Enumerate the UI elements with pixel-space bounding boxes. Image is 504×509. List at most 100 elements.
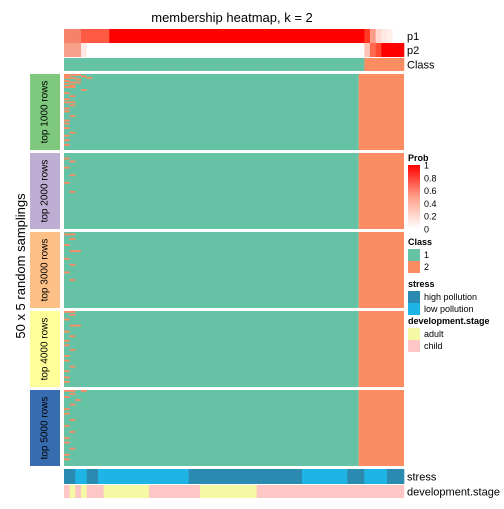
- annotation-p2-cell: [92, 43, 99, 57]
- annotation-p2-cell: [149, 43, 155, 57]
- membership-cell: [69, 314, 76, 316]
- membership-cell: [64, 424, 70, 427]
- annotation-p2-cell: [154, 43, 161, 57]
- membership-cell: [81, 390, 87, 392]
- annotation-stress-cell: [81, 469, 87, 484]
- annotation-p1-cell: [183, 29, 189, 43]
- annotation-p2-cell: [115, 43, 121, 57]
- annotation-p1-cell: [132, 29, 138, 43]
- annotation-development-stage-cell: [336, 485, 342, 498]
- annotation-p2-label: p2: [407, 45, 419, 57]
- annotation-stress-cell: [211, 469, 218, 484]
- annotation-p1-cell: [336, 29, 342, 43]
- membership-cell: [64, 396, 70, 398]
- annotation-stress-cell: [126, 469, 133, 484]
- class2-block: [358, 311, 404, 387]
- annotation-stress-cell: [149, 469, 155, 484]
- annotation-class-cell: [234, 58, 240, 71]
- annotation-stress-cell: [177, 469, 184, 484]
- annotation-stress-cell: [381, 469, 388, 484]
- membership-cell: [69, 403, 76, 406]
- annotation-class-cell: [109, 58, 116, 71]
- membership-cell: [81, 89, 87, 92]
- legend-development-stage-swatch: [408, 328, 420, 340]
- membership-cell: [64, 355, 70, 357]
- membership-cell: [296, 113, 308, 116]
- annotation-p1-cell: [273, 29, 280, 43]
- annotation-class-cell: [245, 58, 252, 71]
- membership-cell: [69, 95, 76, 98]
- annotation-p2-cell: [200, 43, 206, 57]
- annotation-class-cell: [64, 58, 70, 71]
- membership-cell: [64, 101, 76, 104]
- annotation-class-cell: [194, 58, 201, 71]
- annotation-development-stage-cell: [285, 485, 291, 498]
- annotation-development-stage-cell: [268, 485, 274, 498]
- annotation-stress-cell: [234, 469, 240, 484]
- legend-class-swatch: [408, 261, 420, 273]
- annotation-stress-cell: [256, 469, 263, 484]
- membership-cell: [307, 122, 319, 125]
- annotation-stress-cell: [279, 469, 286, 484]
- membership-cell: [69, 131, 76, 134]
- annotation-p1-cell: [370, 29, 376, 43]
- annotation-p2-cell: [177, 43, 184, 57]
- membership-cell: [307, 204, 314, 207]
- membership-cell: [69, 238, 76, 240]
- annotation-p2-cell: [103, 43, 110, 57]
- annotation-p2-cell: [398, 43, 405, 57]
- annotation-class-cell: [171, 58, 178, 71]
- annotation-p1-cell: [149, 29, 155, 43]
- annotation-development-stage-cell: [239, 485, 246, 498]
- annotation-p1-cell: [217, 29, 223, 43]
- annotation-stress-cell: [370, 469, 376, 484]
- annotation-p2-cell: [234, 43, 240, 57]
- annotation-p1-cell: [109, 29, 116, 43]
- annotation-p1-cell: [285, 29, 291, 43]
- membership-cell: [324, 134, 342, 137]
- annotation-p1-cell: [239, 29, 246, 43]
- bottom-annotations: stress development.stage: [64, 469, 500, 499]
- legend-class-title: Class: [408, 237, 432, 247]
- annotation-stress-cell: [302, 469, 308, 484]
- annotation-development-stage-cell: [296, 485, 303, 498]
- membership-cell: [64, 122, 70, 125]
- annotation-p2-cell: [205, 43, 212, 57]
- annotation-development-stage-cell: [115, 485, 121, 498]
- annotation-p2-cell: [381, 43, 388, 57]
- membership-cell: [64, 370, 70, 373]
- group-label-box: [30, 153, 60, 229]
- annotation-class-cell: [126, 58, 133, 71]
- annotation-development-stage-cell: [81, 485, 87, 498]
- annotation-stress-cell: [245, 469, 252, 484]
- annotation-p1-cell: [86, 29, 93, 43]
- membership-cell: [319, 131, 336, 134]
- membership-cell: [336, 222, 342, 225]
- membership-cell: [75, 399, 81, 401]
- annotation-p1-cell: [166, 29, 172, 43]
- annotation-stress-cell: [69, 469, 76, 484]
- membership-cell: [330, 139, 348, 142]
- annotation-class-cell: [92, 58, 99, 71]
- annotation-development-stage-cell: [98, 485, 104, 498]
- annotation-class-cell: [358, 58, 365, 71]
- membership-cell: [69, 191, 76, 193]
- annotation-p1-cell: [171, 29, 178, 43]
- membership-cell: [64, 77, 76, 79]
- legend-stress-swatch: [408, 291, 420, 303]
- membership-cell: [69, 365, 76, 368]
- membership-cell: [336, 143, 348, 146]
- annotation-class-cell: [290, 58, 297, 71]
- membership-cell: [64, 339, 70, 342]
- annotation-p1-cell: [296, 29, 303, 43]
- annotation-development-stage-cell: [245, 485, 252, 498]
- annotation-p1-cell: [324, 29, 331, 43]
- annotation-stress-cell: [336, 469, 342, 484]
- annotation-p2-cell: [86, 43, 93, 57]
- annotation-stress-cell: [273, 469, 280, 484]
- annotation-class-cell: [279, 58, 286, 71]
- annotation-stress-cell: [188, 469, 195, 484]
- class2-block: [358, 390, 404, 466]
- annotation-p1-cell: [143, 29, 150, 43]
- annotation-p1-cell: [262, 29, 269, 43]
